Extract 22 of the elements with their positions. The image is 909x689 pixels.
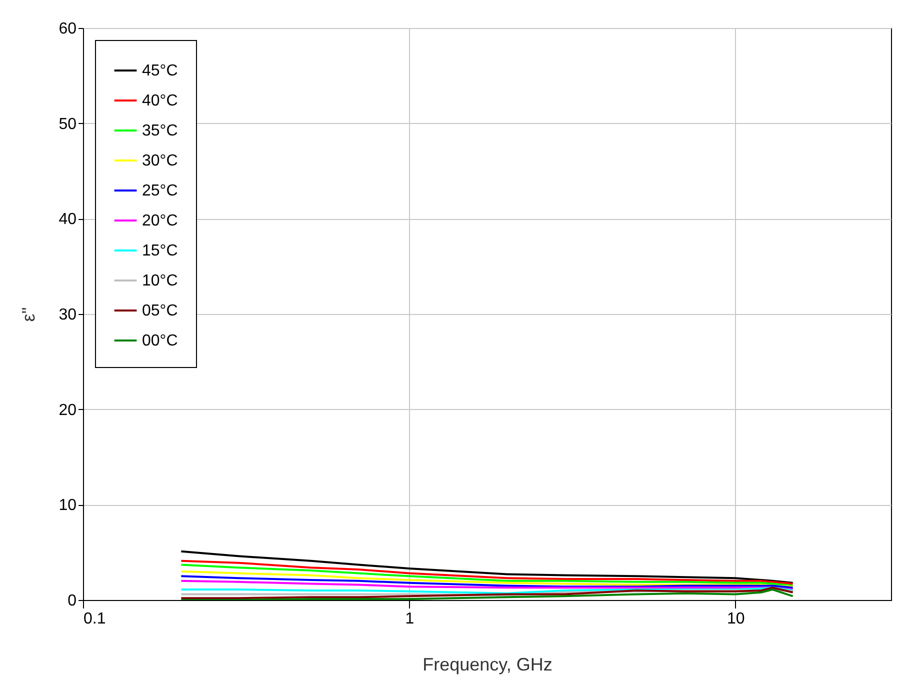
legend-label: 00°C	[142, 332, 178, 350]
x-tick-label: 1	[405, 610, 414, 628]
legend-label: 35°C	[142, 122, 178, 140]
y-axis-title: ε"	[18, 307, 39, 322]
legend-label: 05°C	[142, 302, 178, 320]
x-axis-title: Frequency, GHz	[422, 654, 552, 674]
legend-label: 15°C	[142, 242, 178, 260]
legend-label: 40°C	[142, 92, 178, 110]
y-tick-label: 50	[58, 116, 77, 133]
legend-label: 20°C	[142, 212, 178, 230]
y-tick-label: 0	[68, 592, 77, 610]
legend-label: 10°C	[142, 272, 178, 290]
legend-label: 25°C	[142, 182, 178, 200]
x-tick-label: 10	[726, 610, 745, 628]
legend-label: 45°C	[142, 62, 178, 80]
y-tick-label: 20	[58, 402, 77, 419]
y-tick-label: 10	[58, 497, 77, 514]
y-tick-label: 40	[58, 211, 77, 228]
y-tick-label: 30	[58, 306, 77, 324]
legend-label: 30°C	[142, 152, 178, 170]
x-tick-label: 0.1	[84, 610, 106, 628]
y-tick-label: 60	[58, 20, 77, 38]
